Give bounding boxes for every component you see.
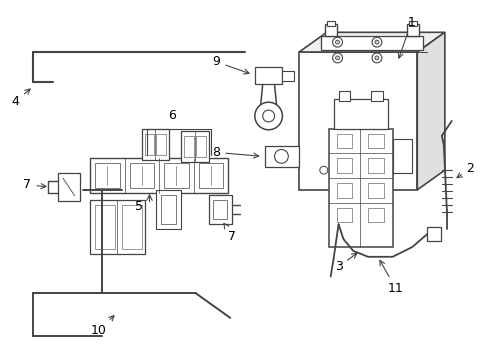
Circle shape	[274, 149, 288, 163]
Bar	[336, 158, 351, 173]
Bar	[336, 134, 351, 148]
Circle shape	[388, 166, 396, 174]
Bar	[324, 24, 336, 36]
Text: 6: 6	[168, 108, 176, 122]
Text: 1: 1	[397, 16, 414, 58]
Bar	[328, 129, 392, 247]
Bar	[122, 204, 142, 249]
Circle shape	[335, 40, 339, 44]
Bar	[90, 200, 144, 254]
Circle shape	[374, 56, 378, 60]
Bar	[320, 36, 422, 50]
Bar	[299, 52, 416, 190]
Bar	[336, 208, 351, 222]
Bar	[144, 134, 154, 156]
Circle shape	[332, 37, 342, 47]
Bar	[282, 71, 294, 81]
Polygon shape	[416, 32, 444, 190]
Bar	[407, 24, 418, 36]
Bar	[326, 21, 334, 26]
Bar	[58, 173, 80, 201]
Bar	[198, 163, 223, 188]
Bar	[367, 208, 383, 222]
Polygon shape	[299, 32, 444, 52]
Circle shape	[371, 53, 381, 63]
Bar	[426, 227, 440, 241]
Text: 3: 3	[334, 253, 356, 273]
Bar	[129, 163, 154, 188]
Circle shape	[319, 166, 327, 174]
Bar	[213, 200, 227, 219]
Bar	[156, 190, 181, 229]
Circle shape	[262, 110, 274, 122]
Bar	[156, 134, 166, 156]
Bar	[336, 183, 351, 198]
Bar	[370, 91, 382, 101]
Bar	[95, 163, 120, 188]
Circle shape	[335, 56, 339, 60]
Bar	[408, 21, 416, 26]
Bar	[164, 163, 188, 188]
Text: 8: 8	[212, 146, 258, 159]
Bar	[208, 195, 232, 224]
Bar	[367, 134, 383, 148]
Text: 11: 11	[379, 260, 403, 295]
Circle shape	[332, 53, 342, 63]
Text: 9: 9	[212, 55, 248, 74]
Bar	[161, 195, 176, 224]
Bar	[181, 131, 208, 162]
Bar	[90, 158, 228, 193]
Bar	[264, 145, 299, 167]
Bar	[95, 204, 115, 249]
Text: 10: 10	[90, 316, 114, 337]
Text: 2: 2	[456, 162, 473, 178]
Bar	[195, 136, 205, 157]
Bar	[367, 158, 383, 173]
Text: 7: 7	[224, 223, 236, 243]
Bar	[392, 139, 411, 173]
Text: 7: 7	[23, 179, 46, 192]
Circle shape	[374, 40, 378, 44]
Text: 4: 4	[12, 89, 30, 108]
Text: 5: 5	[135, 200, 142, 213]
Bar	[367, 183, 383, 198]
Bar	[254, 67, 282, 85]
Circle shape	[371, 37, 381, 47]
Bar	[142, 129, 169, 160]
Bar	[333, 99, 387, 129]
Bar	[183, 136, 193, 157]
Bar	[338, 91, 349, 101]
